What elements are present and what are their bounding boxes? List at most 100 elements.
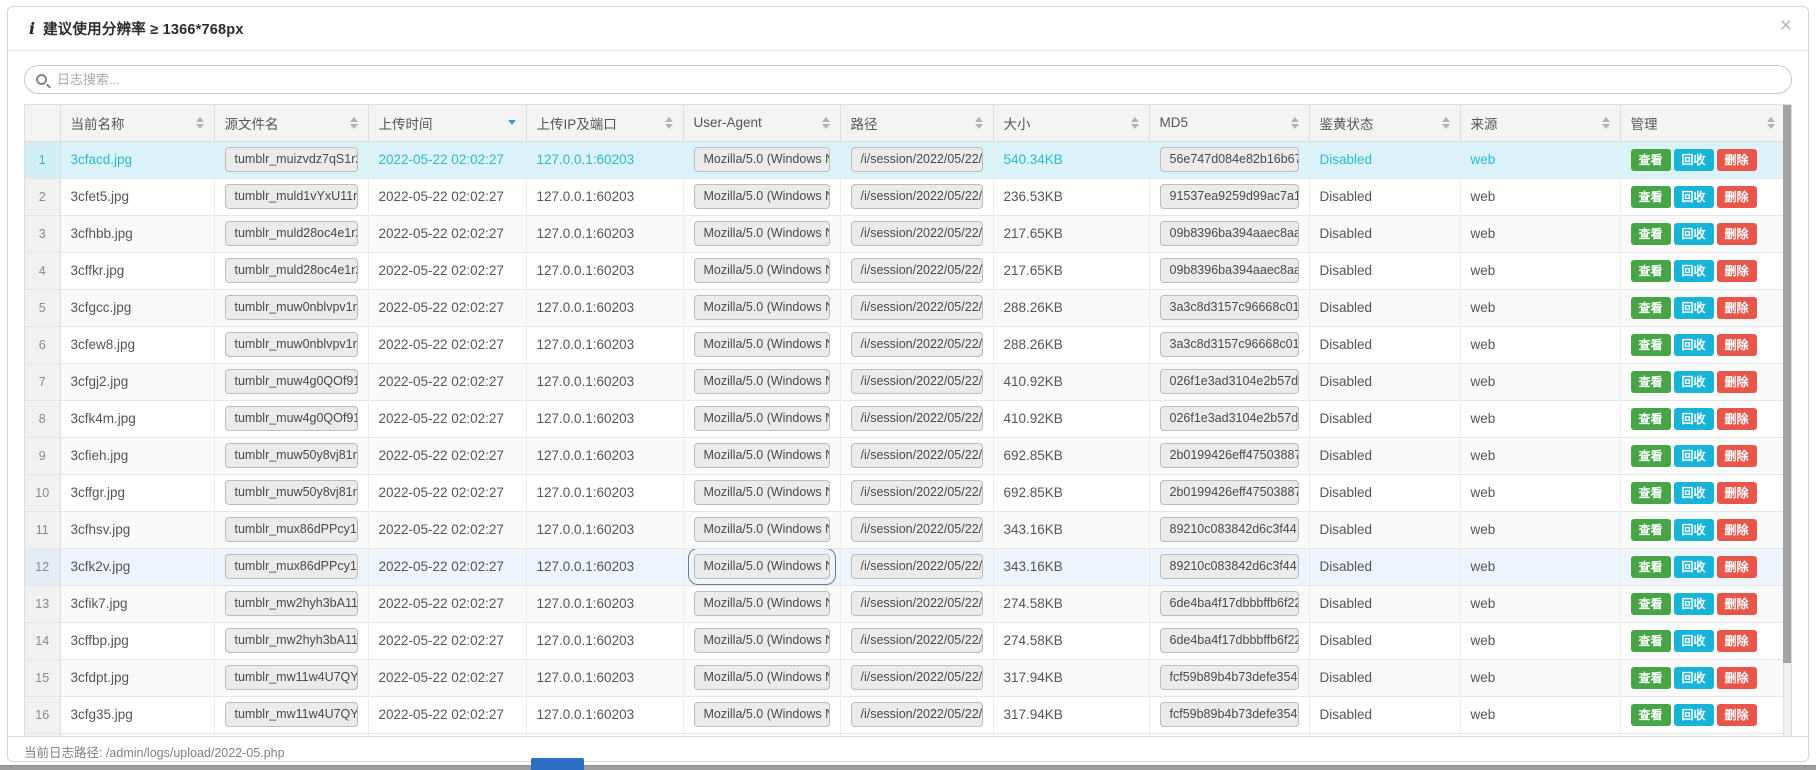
md5-button[interactable]: 3a3c8d3157c96668c01: [1159, 331, 1299, 358]
recycle-button[interactable]: 回收: [1673, 148, 1714, 171]
view-button[interactable]: 查看: [1630, 518, 1671, 541]
sort-icon[interactable]: [195, 116, 204, 129]
md5-button[interactable]: 3a3c8d3157c96668c01: [1159, 294, 1299, 321]
path-button[interactable]: /i/session/2022/05/22/3: [850, 257, 983, 284]
path-button[interactable]: /i/session/2022/05/22/3: [850, 442, 983, 469]
table-row[interactable]: 2 3cfet5.jpg tumblr_muld1vYxU11r2 2022-05-2…: [25, 177, 1785, 215]
user-agent-button[interactable]: Mozilla/5.0 (Windows N: [693, 479, 830, 506]
user-agent-button[interactable]: Mozilla/5.0 (Windows N: [693, 294, 830, 321]
md5-button[interactable]: 09b8396ba394aaec8aa: [1159, 220, 1299, 247]
path-button[interactable]: /i/session/2022/05/22/3: [850, 516, 983, 543]
source-file-button[interactable]: tumblr_muw0nblvpv1r2: [224, 294, 358, 321]
source-file-button[interactable]: tumblr_muw0nblvpv1r2: [224, 331, 358, 358]
column-header-manage[interactable]: 管理: [1620, 105, 1785, 142]
source-file-button[interactable]: tumblr_mw11w4U7QY1: [224, 701, 358, 728]
table-row[interactable]: 1 3cfacd.jpg tumblr_muizvdz7qS1r2 2022-05-2…: [25, 140, 1785, 178]
view-button[interactable]: 查看: [1630, 666, 1671, 689]
sort-icon[interactable]: [974, 116, 983, 129]
user-agent-button[interactable]: Mozilla/5.0 (Windows N: [693, 368, 830, 395]
table-row[interactable]: 11 3cfhsv.jpg tumblr_mux86dPPcy1r2 2022-05-…: [25, 510, 1785, 548]
path-button[interactable]: /i/session/2022/05/22/3: [850, 331, 983, 358]
recycle-button[interactable]: 回收: [1673, 629, 1714, 652]
user-agent-button[interactable]: Mozilla/5.0 (Windows N: [693, 405, 830, 432]
view-button[interactable]: 查看: [1630, 481, 1671, 504]
recycle-button[interactable]: 回收: [1673, 555, 1714, 578]
table-row[interactable]: 15 3cfdpt.jpg tumblr_mw11w4U7QY1 2022-05-22…: [25, 658, 1785, 696]
horizontal-scrollbar[interactable]: [0, 765, 1816, 770]
recycle-button[interactable]: 回收: [1673, 222, 1714, 245]
view-button[interactable]: 查看: [1630, 148, 1671, 171]
md5-button[interactable]: 2b0199426eff47503887: [1159, 479, 1299, 506]
delete-button[interactable]: 删除: [1716, 666, 1757, 689]
delete-button[interactable]: 删除: [1716, 259, 1757, 282]
user-agent-button[interactable]: Mozilla/5.0 (Windows N: [693, 701, 830, 728]
source-file-button[interactable]: tumblr_muw50y8vj81r2: [224, 442, 358, 469]
delete-button[interactable]: 删除: [1716, 222, 1757, 245]
recycle-button[interactable]: 回收: [1673, 185, 1714, 208]
table-row[interactable]: 3 3cfhbb.jpg tumblr_muld28oc4e1r2 2022-05-2…: [25, 214, 1785, 252]
sort-icon[interactable]: [1441, 116, 1450, 129]
column-header-ip[interactable]: 上传IP及端口: [526, 105, 684, 142]
path-button[interactable]: /i/session/2022/05/22/3: [850, 553, 983, 580]
view-button[interactable]: 查看: [1630, 592, 1671, 615]
recycle-button[interactable]: 回收: [1673, 666, 1714, 689]
delete-button[interactable]: 删除: [1716, 296, 1757, 319]
sort-icon[interactable]: [1767, 116, 1775, 129]
table-row[interactable]: 16 3cfg35.jpg tumblr_mw11w4U7QY1 2022-05-22…: [25, 695, 1785, 733]
recycle-button[interactable]: 回收: [1673, 481, 1714, 504]
md5-button[interactable]: 2b0199426eff47503887: [1159, 442, 1299, 469]
sort-icon[interactable]: [1601, 116, 1610, 129]
recycle-button[interactable]: 回收: [1673, 259, 1714, 282]
delete-button[interactable]: 删除: [1716, 592, 1757, 615]
md5-button[interactable]: 89210c083842d6c3f44: [1159, 516, 1299, 543]
source-file-button[interactable]: tumblr_muw4g0QOf91r: [224, 405, 358, 432]
recycle-button[interactable]: 回收: [1673, 407, 1714, 430]
user-agent-button[interactable]: Mozilla/5.0 (Windows N: [693, 183, 830, 210]
view-button[interactable]: 查看: [1630, 407, 1671, 430]
sort-icon[interactable]: [349, 116, 358, 129]
view-button[interactable]: 查看: [1630, 370, 1671, 393]
table-row[interactable]: 14 3cffbp.jpg tumblr_mw2hyh3bA11r 2022-05-2…: [25, 621, 1785, 659]
source-file-button[interactable]: tumblr_muizvdz7qS1r2: [224, 146, 358, 173]
path-button[interactable]: /i/session/2022/05/22/3: [850, 294, 983, 321]
source-file-button[interactable]: tumblr_mw2hyh3bA11r: [224, 590, 358, 617]
delete-button[interactable]: 删除: [1716, 185, 1757, 208]
user-agent-button[interactable]: Mozilla/5.0 (Windows N: [693, 664, 830, 691]
delete-button[interactable]: 删除: [1716, 370, 1757, 393]
sort-icon[interactable]: [1290, 116, 1299, 129]
md5-button[interactable]: 6de4ba4f17dbbbffb6f22: [1159, 590, 1299, 617]
path-button[interactable]: /i/session/2022/05/22/3: [850, 146, 983, 173]
vertical-scrollbar-thumb[interactable]: [1783, 105, 1791, 663]
md5-button[interactable]: 09b8396ba394aaec8aa: [1159, 257, 1299, 284]
path-button[interactable]: /i/session/2022/05/22/3: [850, 479, 983, 506]
view-button[interactable]: 查看: [1630, 703, 1671, 726]
md5-button[interactable]: fcf59b89b4b73defe354: [1159, 701, 1299, 728]
delete-button[interactable]: 删除: [1716, 555, 1757, 578]
sort-icon[interactable]: [1130, 116, 1139, 129]
delete-button[interactable]: 删除: [1716, 518, 1757, 541]
recycle-button[interactable]: 回收: [1673, 370, 1714, 393]
source-file-button[interactable]: tumblr_muw50y8vj81r2: [224, 479, 358, 506]
user-agent-button[interactable]: Mozilla/5.0 (Windows N: [693, 146, 830, 173]
delete-button[interactable]: 删除: [1716, 148, 1757, 171]
md5-button[interactable]: 026f1e3ad3104e2b57d: [1159, 368, 1299, 395]
source-file-button[interactable]: tumblr_muld28oc4e1r2: [224, 257, 358, 284]
table-row[interactable]: 6 3cfew8.jpg tumblr_muw0nblvpv1r2 2022-05-2…: [25, 325, 1785, 363]
column-header-time[interactable]: 上传时间: [368, 105, 527, 142]
recycle-button[interactable]: 回收: [1673, 703, 1714, 726]
view-button[interactable]: 查看: [1630, 333, 1671, 356]
recycle-button[interactable]: 回收: [1673, 444, 1714, 467]
table-row[interactable]: 10 3cffgr.jpg tumblr_muw50y8vj81r2 2022-05-…: [25, 473, 1785, 511]
column-header-md5[interactable]: MD5: [1149, 105, 1310, 142]
path-button[interactable]: /i/session/2022/05/22/3: [850, 405, 983, 432]
search-input[interactable]: [55, 71, 1780, 88]
delete-button[interactable]: 删除: [1716, 629, 1757, 652]
source-file-button[interactable]: tumblr_muld1vYxU11r2: [224, 183, 358, 210]
column-header-source[interactable]: 源文件名: [214, 105, 369, 142]
sort-icon[interactable]: [664, 116, 673, 129]
sort-icon[interactable]: [821, 116, 830, 129]
path-button[interactable]: /i/session/2022/05/22/3: [850, 183, 983, 210]
table-row[interactable]: 12 3cfk2v.jpg tumblr_mux86dPPcy1r2 2022-05-…: [25, 547, 1785, 585]
md5-button[interactable]: 026f1e3ad3104e2b57d: [1159, 405, 1299, 432]
column-header-size[interactable]: 大小: [993, 105, 1150, 142]
